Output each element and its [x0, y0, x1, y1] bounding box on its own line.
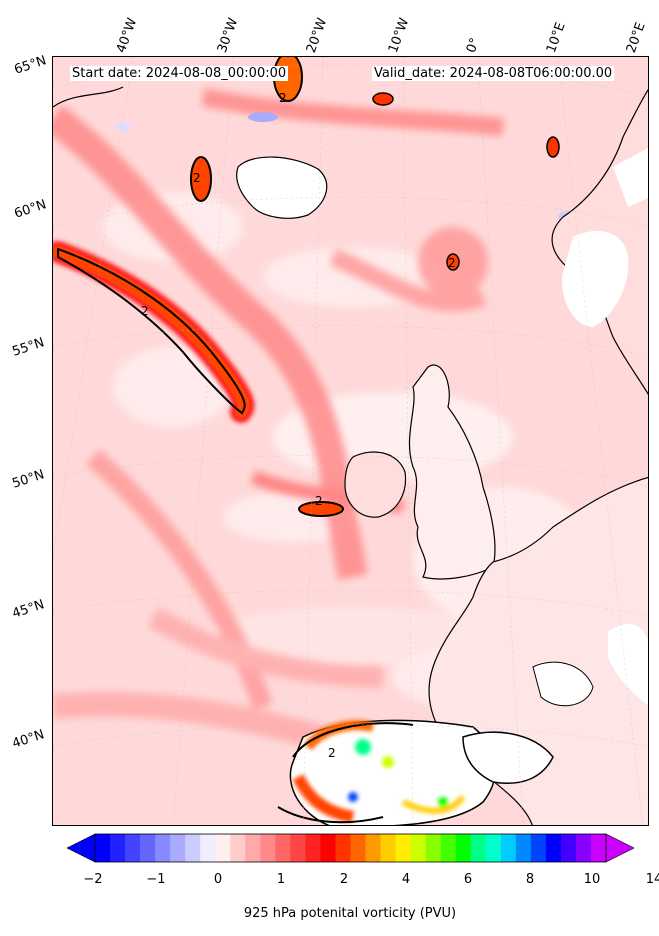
greenland-coast: [53, 86, 124, 108]
iberia-pv-contour: [292, 722, 414, 758]
colorbar-cell: [215, 834, 231, 862]
lat-label-55n: 55°N: [10, 335, 47, 360]
colorbar-cell: [95, 834, 111, 862]
colorbar-cell: [380, 834, 397, 862]
graticule: [53, 57, 648, 825]
cb-tick-2: 2: [339, 872, 349, 887]
cb-tick-10: 10: [583, 872, 601, 887]
cb-tick-m2: −2: [83, 872, 103, 887]
lon-label-0: 0°: [463, 35, 484, 55]
colorbar-cell: [290, 834, 306, 862]
colorbar-over-arrow: [605, 833, 635, 863]
start-date-label: Start date: 2024-08-08_00:00:00: [70, 66, 289, 81]
colorbar-cell: [110, 834, 126, 862]
valid-date-label: Valid_date: 2024-08-08T06:00:00.00: [372, 66, 615, 81]
colorbar-cell: [185, 834, 201, 862]
scandinavia-snow: [613, 148, 648, 207]
colorbar-cell: [410, 834, 427, 862]
lat-label-50n: 50°N: [10, 467, 47, 492]
cb-tick-1: 1: [276, 872, 286, 887]
pv-field-map: 2 2 2 2 2 2: [53, 57, 648, 825]
contour-label-band: 2: [141, 304, 149, 318]
lat-label-45n: 45°N: [10, 597, 47, 622]
colorbar-cell: [350, 834, 367, 862]
colorbar-cell: [365, 834, 382, 862]
contour-label-northsea: 2: [448, 256, 456, 270]
lon-label-20e: 20°E: [623, 20, 649, 55]
colorbar: [66, 833, 635, 863]
colorbar-cell: [395, 834, 412, 862]
lat-label-60n: 60°N: [12, 197, 49, 222]
colorbar-cell: [575, 834, 592, 862]
great-britain-coast: [408, 364, 496, 580]
lon-label-10e: 10°E: [543, 20, 569, 55]
cb-tick-8: 8: [525, 872, 535, 887]
colorbar-cell: [170, 834, 186, 862]
colorbar-cell: [470, 834, 487, 862]
alps-east: [608, 624, 648, 706]
colorbar-label: 925 hPa potenital vorticity (PVU): [243, 906, 457, 921]
lon-label-40w: 40°W: [113, 16, 141, 55]
colorbar-cell: [485, 834, 502, 862]
contour-label-icelandic: 2: [193, 171, 201, 185]
colorbar-cell: [515, 834, 532, 862]
colorbar-cell: [320, 834, 336, 862]
colorbar-cell: [335, 834, 351, 862]
colorbar-cell: [200, 834, 216, 862]
colorbar-cell: [230, 834, 246, 862]
lat-label-40n: 40°N: [10, 727, 47, 752]
colorbar-cell: [560, 834, 577, 862]
cb-tick-6: 6: [463, 872, 473, 887]
colorbar-cell: [545, 834, 562, 862]
colorbar-cell: [425, 834, 442, 862]
iberia-high-pv: [292, 720, 466, 823]
colorbar-cell: [245, 834, 261, 862]
colorbar-cell: [260, 834, 276, 862]
pv-2-contour-band: [57, 247, 246, 415]
colorbar-cell: [140, 834, 156, 862]
iceland-landmass: [236, 156, 328, 219]
cb-tick-14: 14: [645, 872, 659, 887]
contour-label-north: 2: [279, 91, 287, 105]
italy-coast: [462, 731, 554, 784]
colorbar-cell: [590, 834, 607, 862]
cb-tick-0: 0: [213, 872, 223, 887]
lat-label-65n: 65°N: [12, 53, 49, 78]
colorbar-cell: [155, 834, 171, 862]
map-panel: 2 2 2 2 2 2: [52, 56, 649, 826]
alps-landmass: [532, 661, 594, 707]
frontal-band-core: [53, 246, 250, 418]
lon-label-10w: 10°W: [385, 16, 413, 55]
colorbar-cell: [455, 834, 472, 862]
colorbar-cell: [440, 834, 457, 862]
colorbar-cells: [95, 834, 607, 862]
contour-label-iberia: 2: [328, 746, 336, 760]
colorbar-cell: [500, 834, 517, 862]
colorbar-cell: [275, 834, 291, 862]
colorbar-cell: [125, 834, 141, 862]
cb-tick-4: 4: [401, 872, 411, 887]
colorbar-cell: [305, 834, 321, 862]
colorbar-under-arrow: [66, 833, 96, 863]
contour-label-biscay: 2: [315, 494, 323, 508]
lon-label-20w: 20°W: [303, 16, 331, 55]
lon-label-30w: 30°W: [214, 16, 242, 55]
cb-tick-m1: −1: [146, 872, 166, 887]
norway-mountains: [562, 231, 629, 327]
colorbar-cell: [530, 834, 547, 862]
